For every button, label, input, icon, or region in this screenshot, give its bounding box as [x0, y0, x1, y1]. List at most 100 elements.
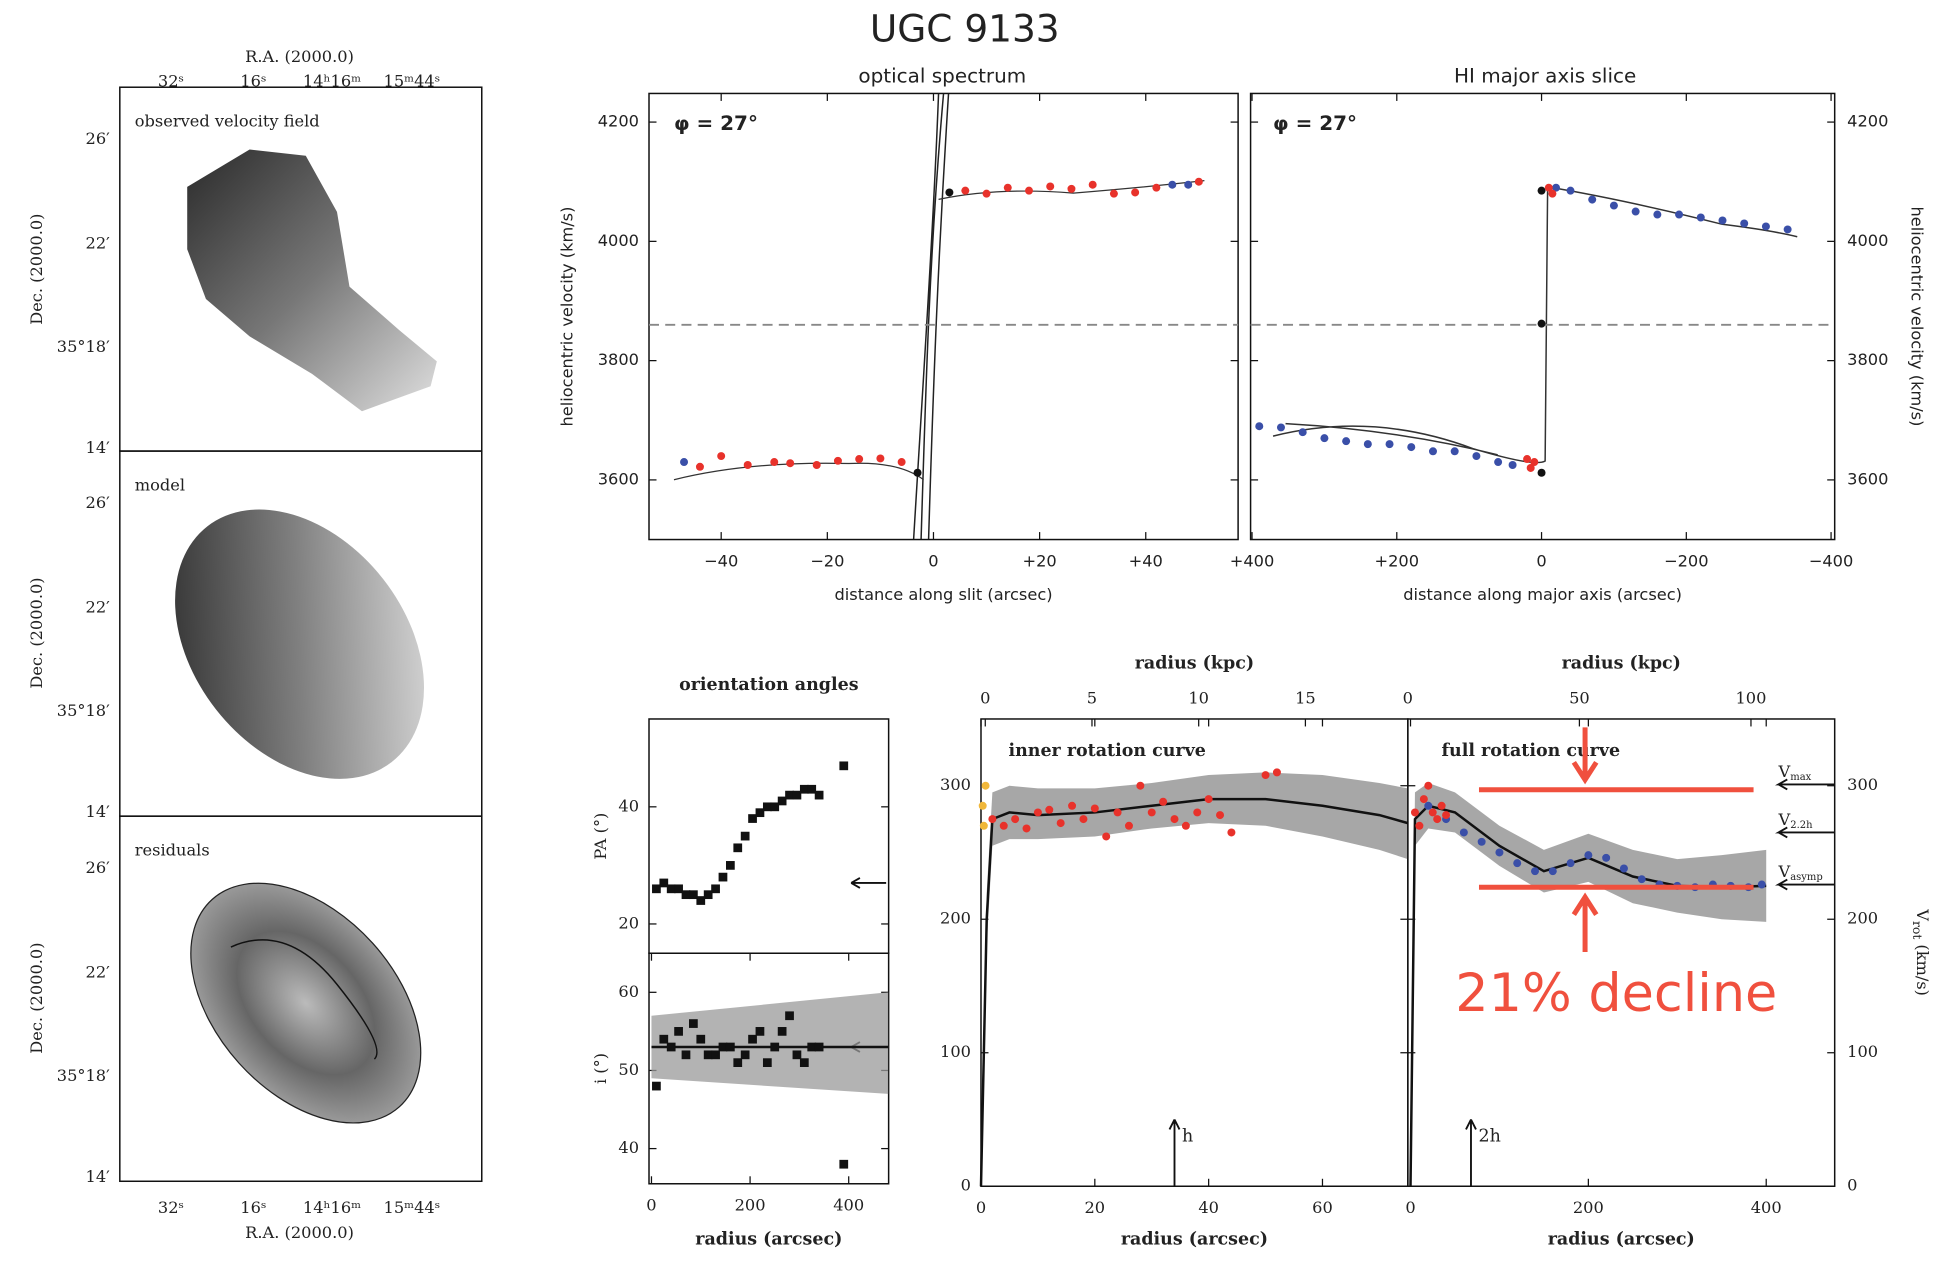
map-x-tick-label: 32ˢ	[158, 72, 184, 91]
data-point	[666, 1042, 676, 1052]
data-point	[1022, 824, 1031, 833]
data-point	[792, 790, 802, 800]
data-point	[652, 1081, 661, 1091]
map-x-tick-label: 16ˢ	[240, 1198, 266, 1217]
data-point	[1152, 183, 1161, 192]
velocity-marker-arrow	[1774, 826, 1835, 839]
data-point	[743, 461, 752, 469]
data-point	[1675, 210, 1684, 219]
panel-title: optical spectrum	[858, 64, 1026, 88]
y-tick-label: 4200	[1847, 112, 1888, 131]
map-y-tick-label: 26′	[86, 129, 111, 148]
map-panel-label: model	[135, 475, 185, 494]
y-tick-label: 3800	[1847, 350, 1888, 369]
annotation: φ = 27°	[1273, 111, 1357, 135]
x-axis-label: distance along slit (arcsec)	[835, 585, 1053, 604]
data-point	[876, 454, 885, 463]
data-point	[1428, 447, 1437, 456]
data-point	[1544, 183, 1553, 192]
data-point	[711, 884, 720, 894]
data-point	[1783, 225, 1792, 234]
map-x-tick-label: 14ʰ16ᵐ	[303, 72, 361, 91]
data-point	[1619, 864, 1628, 873]
data-point	[833, 456, 842, 465]
data-point	[696, 1034, 706, 1044]
data-point	[1363, 440, 1372, 449]
decline-label: 21% decline	[1455, 963, 1777, 1024]
y-axis-label: i (°)	[591, 1053, 610, 1084]
data-point	[718, 872, 728, 882]
data-point	[1696, 213, 1705, 222]
y-tick-label: 300	[940, 775, 971, 794]
data-point	[1415, 821, 1424, 830]
data-point	[703, 890, 713, 900]
data-point	[666, 884, 676, 894]
map-y-tick-label: 14′	[86, 802, 111, 821]
data-point	[1442, 811, 1451, 820]
data-point	[770, 458, 779, 467]
y-axis-label: PA (°)	[591, 813, 610, 860]
data-point	[1272, 768, 1281, 777]
map-x-tick-label: 32ˢ	[158, 1198, 184, 1217]
data-point	[1003, 183, 1012, 192]
map-y-label: Dec. (2000.0)	[27, 942, 46, 1053]
velocity-marker-symbol: V	[1778, 862, 1791, 881]
model-curve	[979, 797, 1409, 1187]
data-point	[755, 808, 765, 818]
y-tick-label: 200	[1847, 909, 1878, 928]
pv-contour	[673, 180, 1205, 481]
data-point	[1523, 455, 1532, 464]
data-point	[733, 1058, 743, 1067]
data-point	[897, 458, 906, 467]
y-label-unit: (km/s)	[1914, 944, 1933, 996]
x-tick-label: +40	[1129, 551, 1163, 570]
map-x-tick-label: 16ˢ	[240, 72, 266, 91]
x2-tick-label: 0	[980, 689, 990, 708]
data-point	[1204, 795, 1213, 804]
y-tick-label: 300	[1847, 775, 1878, 794]
scale-length-label: 2h	[1478, 1126, 1500, 1146]
x-tick-label: 0	[646, 1196, 656, 1215]
x-tick-label: +20	[1022, 551, 1056, 570]
data-point	[695, 462, 704, 471]
data-point	[755, 1027, 765, 1036]
data-point	[1530, 458, 1539, 467]
data-point	[1276, 423, 1285, 432]
data-point	[1033, 808, 1042, 817]
data-point	[1637, 875, 1646, 884]
data-point	[725, 861, 735, 870]
data-point	[1147, 808, 1156, 817]
x-tick-label: 0	[928, 551, 938, 570]
data-point	[1588, 195, 1597, 204]
data-point	[785, 1011, 794, 1021]
data-point	[807, 1042, 817, 1052]
data-point	[762, 802, 772, 812]
data-point	[1459, 828, 1468, 837]
y-tick-label: 100	[940, 1042, 971, 1061]
map-x-tick-label: 15ᵐ44ˢ	[384, 1198, 441, 1217]
velocity-marker-arrow	[1774, 778, 1835, 791]
data-point	[1046, 182, 1055, 191]
map-y-tick-label: 35°18′	[57, 1066, 110, 1085]
map-x-label: R.A. (2000.0)	[245, 47, 354, 66]
y-label-subscript: rot	[1911, 921, 1926, 939]
data-point	[689, 1019, 698, 1028]
scale-length-arrow	[1465, 1119, 1477, 1187]
data-point	[740, 831, 750, 841]
x-tick-label: 200	[1573, 1198, 1604, 1217]
chart-panel: orientation angles 20 40 PA (°)	[591, 675, 890, 954]
y-tick-label: 4000	[1847, 231, 1888, 250]
y-axis-label: heliocentric velocity (km/s)	[557, 207, 576, 427]
y-tick-label: 200	[940, 909, 971, 928]
data-point	[1537, 468, 1546, 477]
y-tick-label: 4000	[598, 231, 639, 250]
y-tick-label: 40	[618, 796, 639, 815]
model-map	[175, 509, 425, 779]
x2-tick-label: 5	[1087, 689, 1097, 708]
data-point	[681, 890, 691, 900]
chart-panel: 0 200 400 40 50 60 radius (arcsec) i (°)	[591, 952, 890, 1249]
y-axis-label: Vrot (km/s)	[1911, 908, 1933, 996]
data-point	[1068, 801, 1077, 810]
reference-arrow	[850, 877, 887, 889]
scale-length-arrow	[1168, 1119, 1181, 1187]
